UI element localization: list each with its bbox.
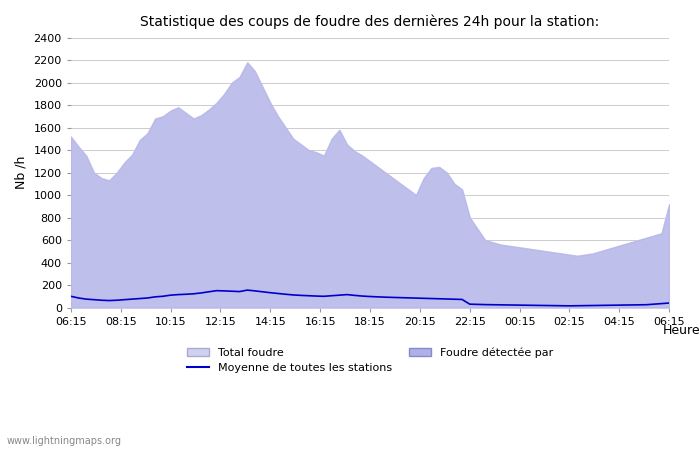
Title: Statistique des coups de foudre des dernières 24h pour la station:: Statistique des coups de foudre des dern… xyxy=(141,15,600,30)
Y-axis label: Nb /h: Nb /h xyxy=(15,156,28,189)
X-axis label: Heure: Heure xyxy=(662,324,700,337)
Legend: Total foudre, Moyenne de toutes les stations, Foudre détectée par: Total foudre, Moyenne de toutes les stat… xyxy=(183,342,558,378)
Text: www.lightningmaps.org: www.lightningmaps.org xyxy=(7,436,122,446)
